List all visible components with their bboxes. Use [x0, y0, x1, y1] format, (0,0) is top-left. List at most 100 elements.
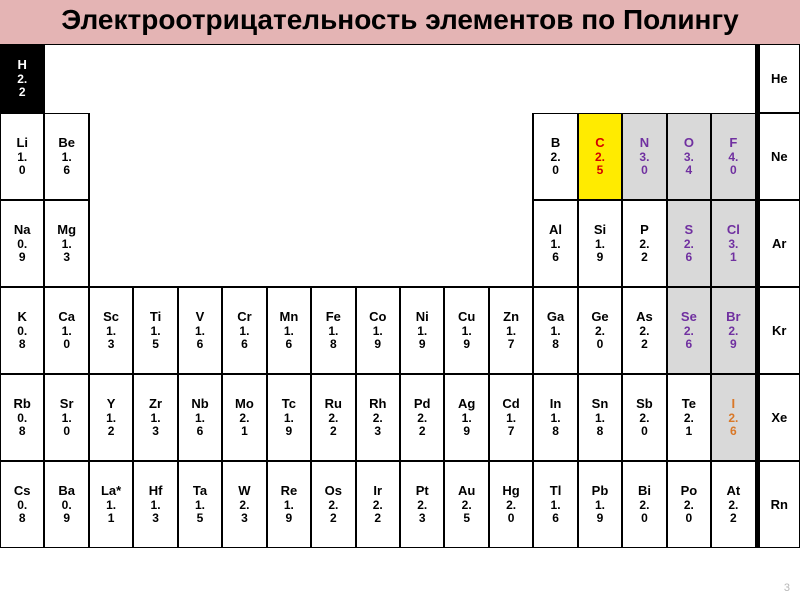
element-symbol: Nb — [191, 397, 208, 411]
empty-cell — [444, 113, 488, 200]
empty-cell — [400, 200, 444, 287]
element-symbol: Sn — [592, 397, 609, 411]
element-symbol: Ti — [150, 310, 161, 324]
empty-cell — [178, 200, 222, 287]
element-cell-b: B2.0 — [533, 113, 577, 200]
element-value-part: 1. — [284, 412, 294, 425]
element-value-part: 2 — [641, 251, 648, 264]
element-symbol: Al — [549, 223, 562, 237]
element-value-part: 2. — [551, 151, 561, 164]
empty-cell — [133, 113, 177, 200]
element-symbol: Au — [458, 484, 475, 498]
element-symbol: Kr — [772, 324, 786, 338]
element-value-part: 2. — [239, 499, 249, 512]
element-value-part: 0 — [641, 425, 648, 438]
element-cell-na: Na0.9 — [0, 200, 44, 287]
element-value-part: 2. — [684, 238, 694, 251]
element-symbol: Cs — [14, 484, 31, 498]
element-symbol: Zn — [503, 310, 519, 324]
element-value-part: 1. — [551, 499, 561, 512]
element-symbol: F — [729, 136, 737, 150]
element-value-part: 1. — [373, 325, 383, 338]
element-value-part: 3. — [639, 151, 649, 164]
element-value-part: 0. — [17, 325, 27, 338]
element-cell-cs: Cs0.8 — [0, 461, 44, 548]
element-value-part: 2 — [419, 425, 426, 438]
element-value-part: 0 — [641, 164, 648, 177]
element-value-part: 2. — [417, 412, 427, 425]
empty-cell — [89, 200, 133, 287]
element-cell-xe: Xe — [756, 374, 800, 461]
element-value-part: 9 — [286, 425, 293, 438]
empty-cell — [533, 44, 577, 113]
element-symbol: Tc — [282, 397, 296, 411]
element-value-part: 1. — [195, 499, 205, 512]
element-symbol: Y — [107, 397, 116, 411]
empty-cell — [578, 44, 622, 113]
element-symbol: P — [640, 223, 649, 237]
element-symbol: Sr — [60, 397, 74, 411]
element-symbol: Ni — [416, 310, 429, 324]
element-cell-rb: Rb0.8 — [0, 374, 44, 461]
element-value-part: 0 — [597, 338, 604, 351]
element-cell-mn: Mn1.6 — [267, 287, 311, 374]
element-symbol: Ta — [193, 484, 207, 498]
element-cell-ge: Ge2.0 — [578, 287, 622, 374]
element-cell-ru: Ru2.2 — [311, 374, 355, 461]
element-cell-ti: Ti1.5 — [133, 287, 177, 374]
element-value-part: 1. — [106, 499, 116, 512]
element-value-part: 3 — [419, 512, 426, 525]
element-value-part: 2. — [328, 499, 338, 512]
element-value-part: 2. — [373, 499, 383, 512]
element-value-part: 2 — [730, 512, 737, 525]
empty-cell — [178, 113, 222, 200]
element-value-part: 3. — [728, 238, 738, 251]
element-value-part: 2. — [506, 499, 516, 512]
element-value-part: 9 — [286, 512, 293, 525]
element-cell-au: Au2.5 — [444, 461, 488, 548]
element-symbol: Ru — [325, 397, 342, 411]
empty-cell — [356, 113, 400, 200]
element-cell-w: W2.3 — [222, 461, 266, 548]
element-symbol: Ne — [771, 150, 788, 164]
element-value-part: 2. — [684, 412, 694, 425]
element-cell-cd: Cd1.7 — [489, 374, 533, 461]
element-symbol: Ba — [58, 484, 75, 498]
element-value-part: 1. — [151, 325, 161, 338]
element-cell-ta: Ta1.5 — [178, 461, 222, 548]
element-symbol: In — [550, 397, 562, 411]
empty-cell — [267, 200, 311, 287]
element-value-part: 1. — [62, 325, 72, 338]
element-value-part: 1. — [62, 412, 72, 425]
element-value-part: 1. — [106, 412, 116, 425]
element-value-part: 6 — [730, 425, 737, 438]
element-value-part: 1. — [284, 325, 294, 338]
element-cell-ar: Ar — [756, 200, 800, 287]
empty-cell — [222, 44, 266, 113]
element-cell-te: Te2.1 — [667, 374, 711, 461]
empty-cell — [178, 44, 222, 113]
element-value-part: 0 — [641, 512, 648, 525]
element-cell-cr: Cr1.6 — [222, 287, 266, 374]
element-cell-he: He — [756, 44, 800, 113]
element-value-part: 2 — [330, 512, 337, 525]
element-cell-y: Y1.2 — [89, 374, 133, 461]
element-cell-sb: Sb2.0 — [622, 374, 666, 461]
element-value-part: 2. — [684, 325, 694, 338]
element-cell-cl: Cl3.1 — [711, 200, 755, 287]
element-symbol: C — [595, 136, 604, 150]
element-symbol: Bi — [638, 484, 651, 498]
element-symbol: N — [640, 136, 649, 150]
element-symbol: Os — [325, 484, 342, 498]
element-symbol: Pb — [592, 484, 609, 498]
element-value-part: 6 — [197, 425, 204, 438]
periodic-table: H2.2HeLi1.0Be1.6B2.0C2.5N3.0O3.4F4.0NeNa… — [0, 44, 800, 548]
element-symbol: Po — [681, 484, 698, 498]
empty-cell — [489, 113, 533, 200]
empty-cell — [667, 44, 711, 113]
element-symbol: Hg — [502, 484, 519, 498]
element-cell-zr: Zr1.3 — [133, 374, 177, 461]
page-title: Электроотрицательность элементов по Поли… — [0, 0, 800, 44]
empty-cell — [311, 200, 355, 287]
empty-cell — [489, 200, 533, 287]
